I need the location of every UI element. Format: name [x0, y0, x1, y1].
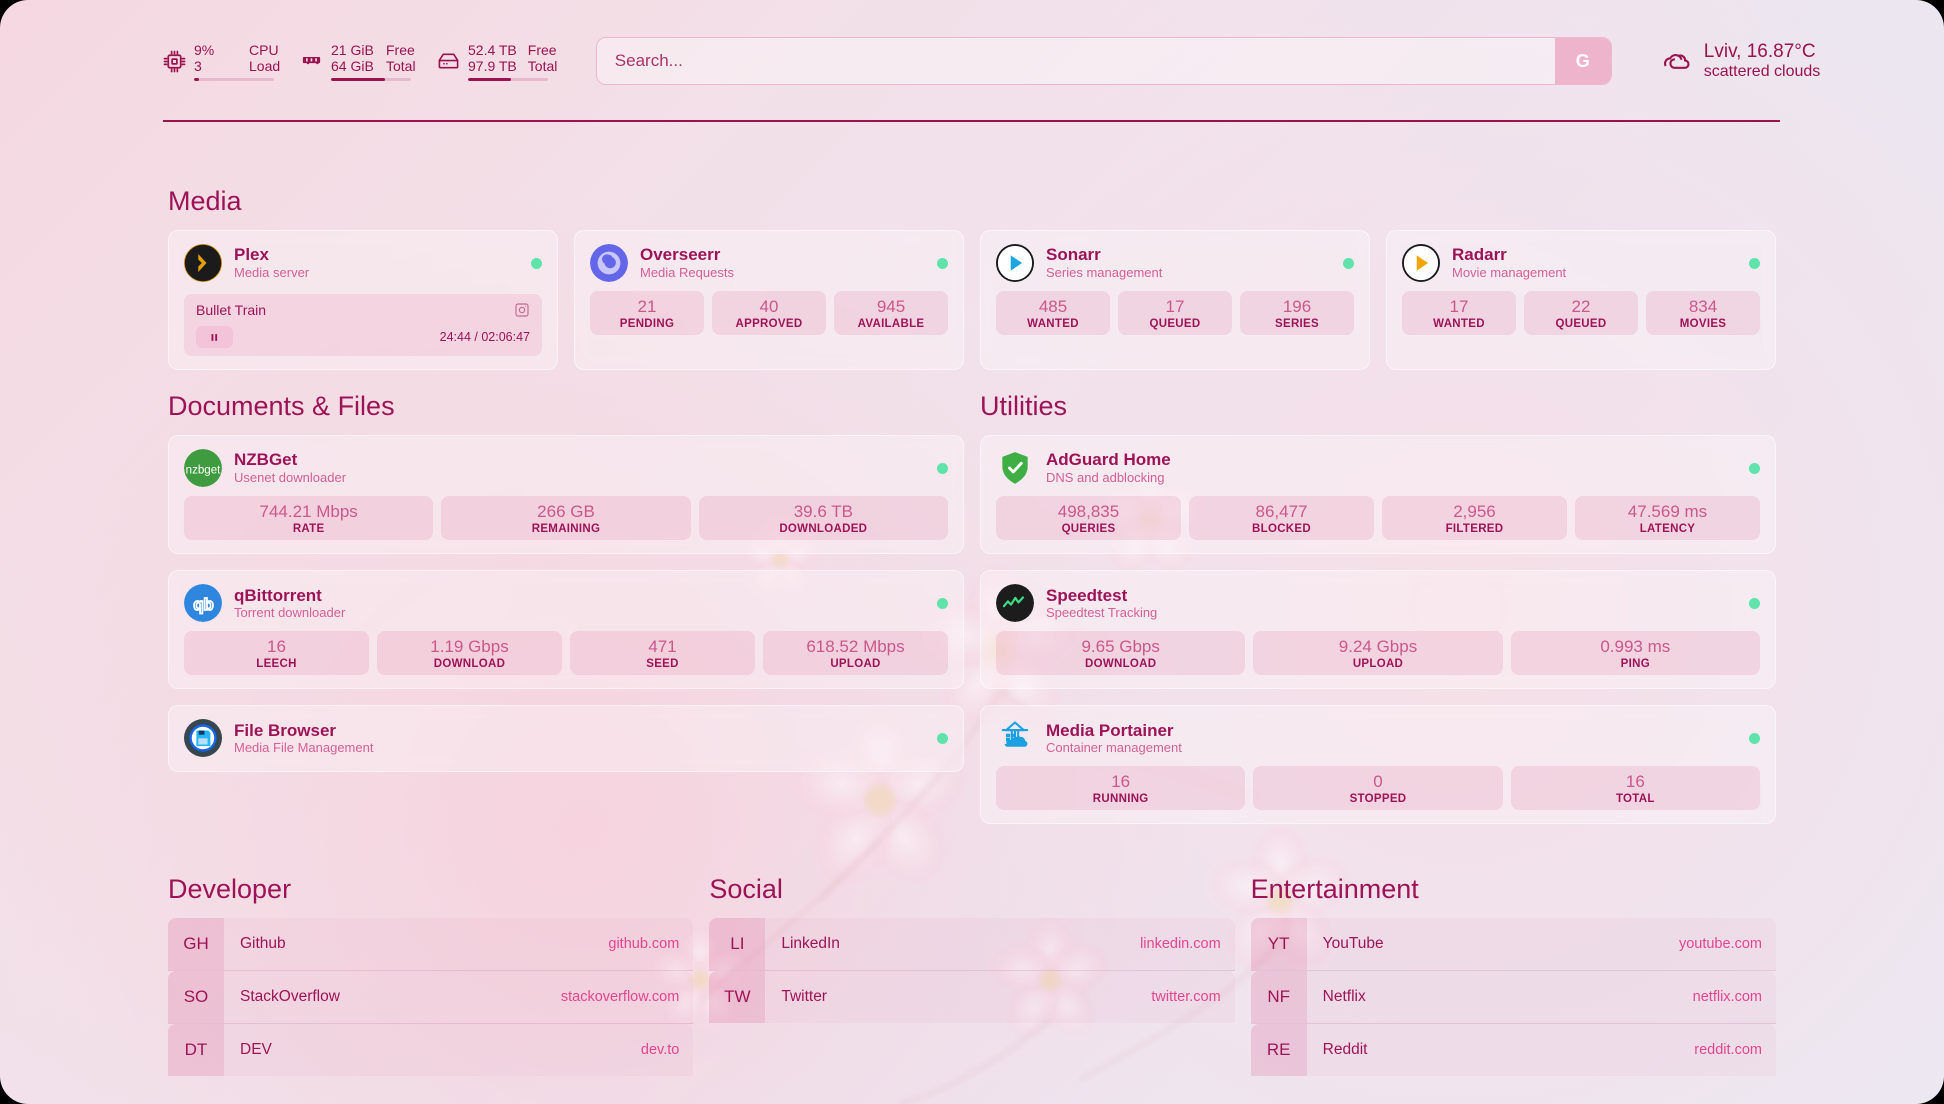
svg-text:qb: qb	[193, 595, 213, 614]
svg-text:nzbget: nzbget	[186, 465, 221, 477]
